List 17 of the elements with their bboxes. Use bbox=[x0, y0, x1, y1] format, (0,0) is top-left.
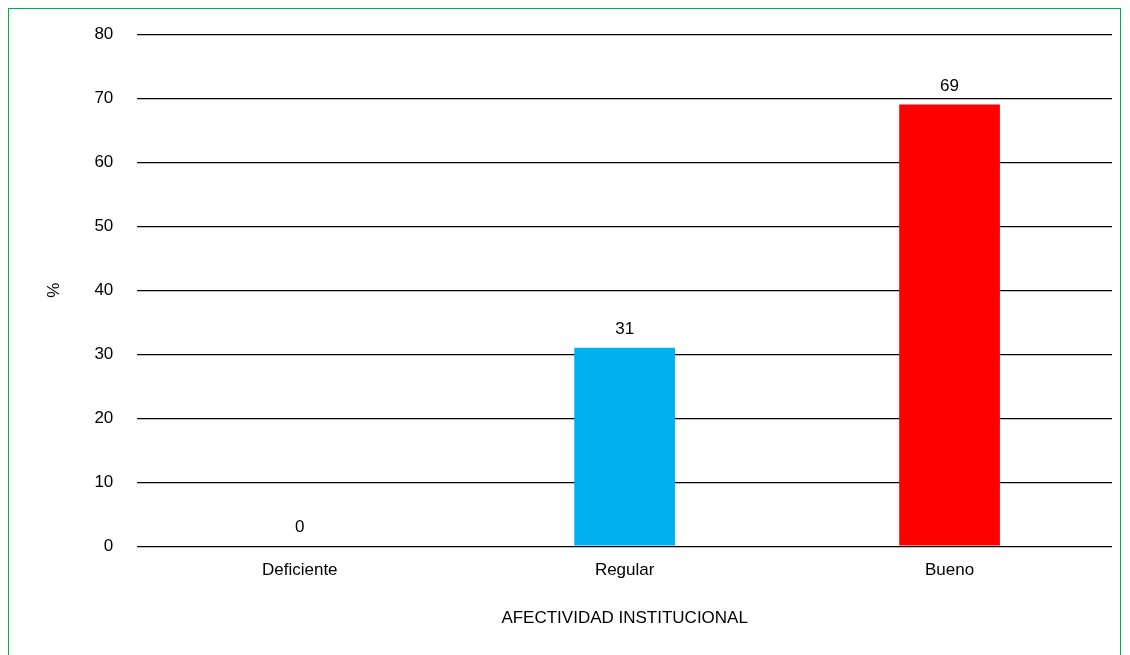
y-tick-label: 60 bbox=[94, 151, 114, 171]
y-tick-label: 10 bbox=[94, 471, 114, 491]
y-tick-label: 70 bbox=[94, 87, 114, 107]
data-label: 0 bbox=[295, 517, 305, 537]
y-tick-label: 30 bbox=[94, 343, 114, 363]
data-label: 31 bbox=[615, 318, 635, 338]
y-tick-label: 40 bbox=[94, 279, 114, 299]
y-tick-label: 0 bbox=[103, 535, 114, 555]
x-tick-label: Bueno bbox=[924, 560, 975, 580]
y-tick-label: 20 bbox=[94, 407, 114, 427]
y-tick-label: 50 bbox=[94, 215, 114, 235]
data-label: 69 bbox=[940, 75, 960, 95]
x-tick-label: Regular bbox=[594, 560, 655, 580]
y-axis-title: % bbox=[43, 282, 63, 298]
x-tick-label: Deficiente bbox=[261, 560, 338, 580]
y-tick-label: 80 bbox=[94, 23, 114, 43]
x-axis-title: AFECTIVIDAD INSTITUCIONAL bbox=[501, 608, 748, 628]
